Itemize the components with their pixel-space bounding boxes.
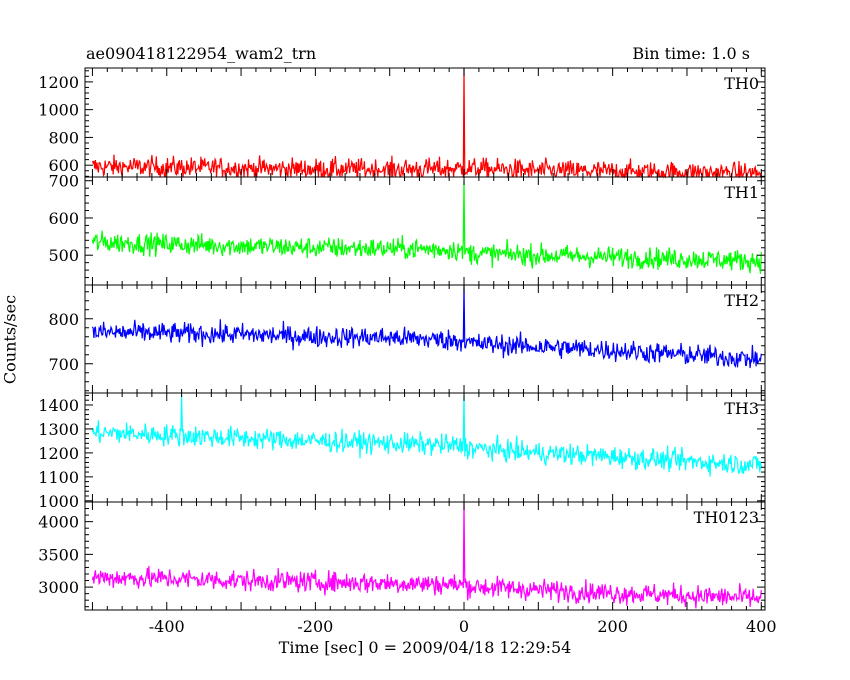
panel-label-th3: TH3 (724, 399, 759, 418)
panel-frame-th0123 (84, 501, 766, 611)
x-tick-label: -200 (297, 617, 333, 636)
y-tick-label: 1400 (38, 396, 79, 415)
panel-label-th0123: TH0123 (694, 508, 759, 527)
y-tick-label: 1000 (38, 101, 79, 120)
y-tick-label: 700 (48, 172, 79, 191)
y-tick-label: 1200 (38, 73, 79, 92)
y-tick-label: 3500 (38, 545, 79, 564)
series-line-th1 (91, 180, 762, 274)
y-tick-label: 500 (48, 246, 79, 265)
x-tick-label: 0 (459, 617, 469, 636)
panel-label-th2: TH2 (724, 291, 759, 310)
y-tick-label: 1300 (38, 420, 79, 439)
panel-frame-th1 (84, 176, 766, 286)
x-tick-label: -400 (149, 617, 185, 636)
y-tick-label: 800 (48, 310, 79, 329)
y-tick-label: 600 (48, 156, 79, 175)
y-tick-label: 1100 (38, 468, 79, 487)
series-line-th0123 (91, 501, 762, 609)
y-tick-label: 700 (48, 355, 79, 374)
y-tick-label: 3000 (38, 578, 79, 597)
y-tick-label: 800 (48, 128, 79, 147)
x-tick-label: 400 (746, 617, 777, 636)
y-axis-label: Counts/sec (0, 294, 20, 385)
y-tick-label: 4000 (38, 513, 79, 532)
chart-title: ae090418122954_wam2_trn (86, 44, 317, 63)
bin-time-label: Bin time: 1.0 s (632, 44, 750, 63)
y-tick-label: 600 (48, 209, 79, 228)
x-axis-label: Time [sec] 0 = 2009/04/18 12:29:54 (278, 638, 572, 657)
series-line-th0 (91, 67, 762, 179)
panel-label-th1: TH1 (724, 183, 759, 202)
series-line-th3 (91, 395, 762, 477)
y-tick-label: 1200 (38, 444, 79, 463)
x-tick-label: 200 (597, 617, 628, 636)
y-tick-label: 1000 (38, 492, 79, 511)
series-line-th2 (91, 284, 762, 369)
panel-label-th0: TH0 (724, 74, 759, 93)
